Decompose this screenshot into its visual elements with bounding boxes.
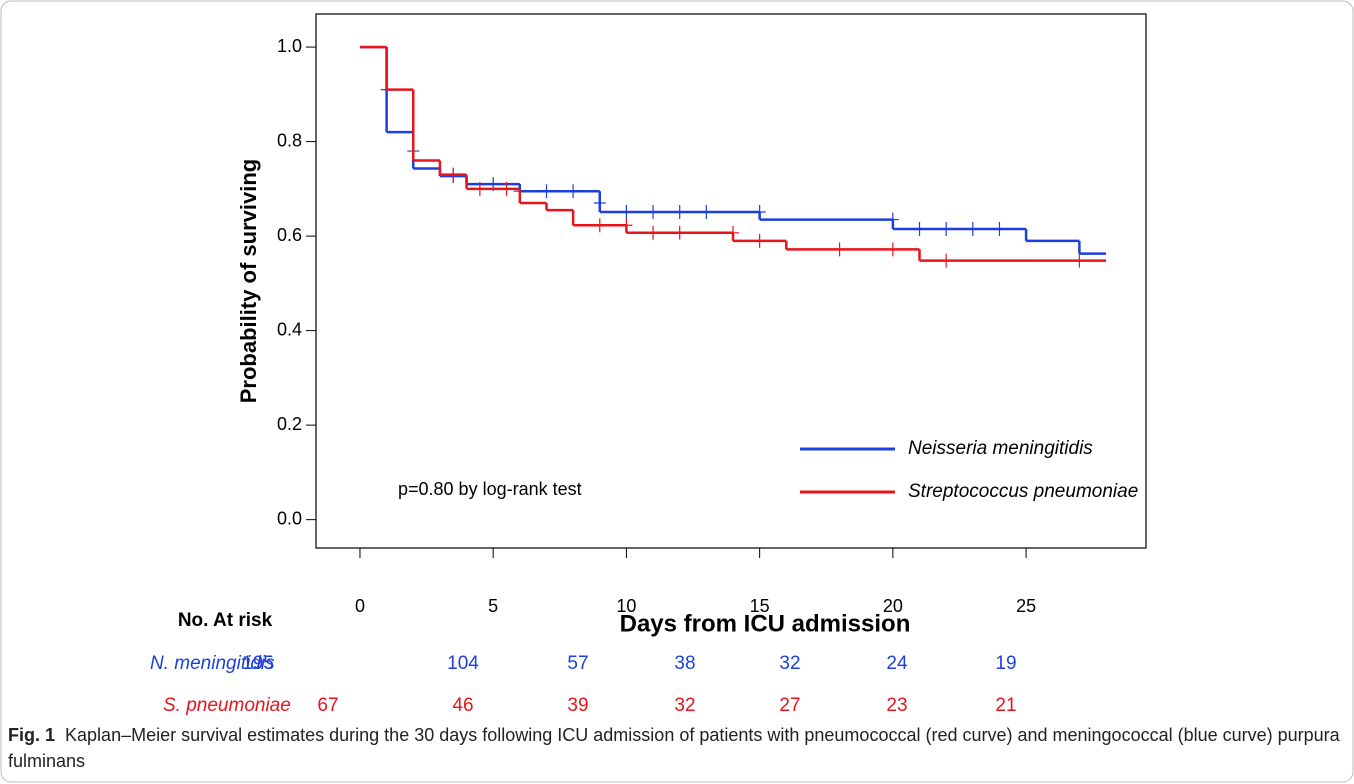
censor-mark [886, 212, 899, 227]
x-tick-label: 15 [750, 596, 770, 616]
x-tick-label: 20 [883, 596, 903, 616]
risk-count: 32 [674, 695, 695, 716]
y-tick-label: 0.4 [277, 319, 302, 339]
risk-count: 57 [567, 653, 588, 674]
censor-mark [620, 218, 633, 233]
censor-mark [673, 225, 686, 240]
censor-mark [940, 222, 953, 237]
risk-count: 104 [447, 653, 479, 674]
risk-count: 39 [567, 695, 588, 716]
risk-count: 19 [995, 653, 1016, 674]
risk-row-name: N. meningitidis [150, 653, 275, 674]
risk-count: 24 [886, 653, 908, 674]
y-tick-label: 0.6 [277, 225, 302, 245]
risk-count: 27 [779, 695, 800, 716]
censor-mark [473, 181, 486, 196]
censor-mark [673, 205, 686, 220]
x-tick-label: 25 [1016, 596, 1036, 616]
censor-mark [647, 225, 660, 240]
censor-mark [886, 242, 899, 257]
legend-label: Streptococcus pneumoniae [908, 481, 1138, 502]
censor-mark [540, 184, 553, 199]
censor-mark [913, 222, 926, 237]
caption-text: Kaplan–Meier survival estimates during t… [8, 725, 1340, 771]
y-tick-label: 0.2 [277, 414, 302, 434]
y-tick-label: 0.0 [277, 508, 302, 528]
risk-count: 195 [242, 653, 274, 674]
censor-mark [700, 205, 713, 220]
risk-count: 67 [317, 695, 338, 716]
x-tick-label: 0 [355, 596, 365, 616]
caption-label: Fig. 1 [8, 725, 56, 745]
censor-mark [500, 181, 513, 196]
y-tick-label: 0.8 [277, 130, 302, 150]
plot-box [315, 13, 1147, 549]
censor-mark [593, 196, 606, 211]
legend-label: Neisseria meningitidis [908, 438, 1093, 459]
censor-mark [833, 242, 846, 257]
risk-count: 21 [995, 695, 1016, 716]
censor-mark [620, 205, 633, 220]
risk-count: 46 [452, 695, 473, 716]
x-tick-label: 5 [488, 596, 498, 616]
censor-mark [966, 222, 979, 237]
censor-mark [1073, 253, 1086, 268]
x-tick-label: 10 [616, 596, 636, 616]
censor-mark [593, 218, 606, 233]
y-tick-label: 1.0 [277, 36, 302, 56]
censor-mark [940, 253, 953, 268]
risk-count: 32 [779, 653, 800, 674]
censor-mark [647, 205, 660, 220]
risk-count: 38 [674, 653, 695, 674]
censor-mark [567, 184, 580, 199]
caption: Fig. 1 Kaplan–Meier survival estimates d… [8, 722, 1344, 774]
x-axis-label: Days from ICU admission [620, 610, 911, 637]
censor-mark [753, 233, 766, 248]
censor-mark [993, 222, 1006, 237]
risk-count: 23 [886, 695, 907, 716]
censor-mark [726, 225, 739, 240]
censor-mark [753, 205, 766, 220]
annotation: p=0.80 by log-rank test [398, 479, 582, 499]
y-axis-label: Probability of surviving [236, 159, 261, 403]
risk-table-title: No. At risk [178, 610, 273, 631]
risk-row-name: S. pneumoniae [163, 695, 291, 716]
censor-mark [447, 167, 460, 182]
